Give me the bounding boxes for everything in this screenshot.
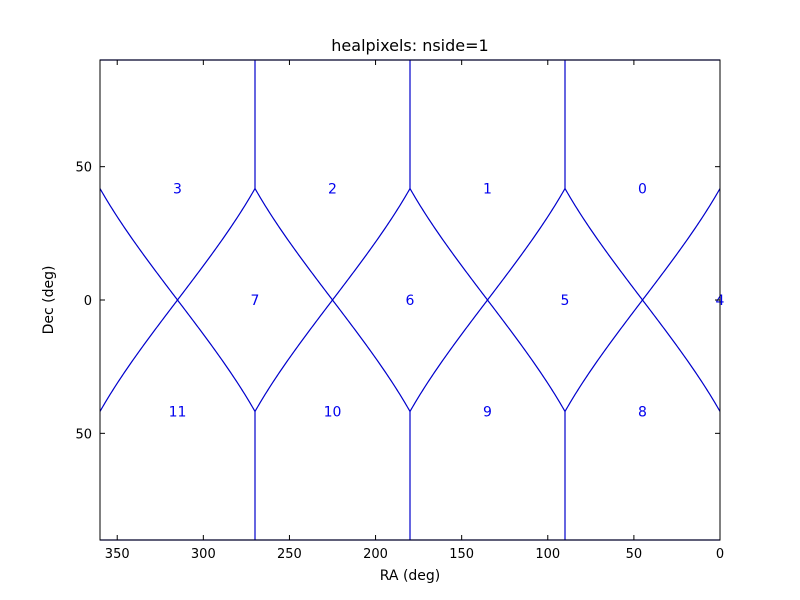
y-tick-label: 50 [75,427,92,442]
x-tick-label: 100 [535,547,560,562]
x-tick-label: 300 [191,547,216,562]
boundary-curve [332,188,411,301]
x-tick-label: 350 [105,547,130,562]
pixel-label: 1 [483,182,492,198]
pixel-label: 0 [638,182,647,198]
pixel-label: 3 [173,182,182,198]
boundary-curve [99,299,178,412]
x-tick-label: 200 [363,547,388,562]
chart-title: healpixels: nside=1 [331,36,488,55]
boundary-curve [99,188,178,301]
pixel-label: 7 [251,293,260,309]
x-tick-label: 150 [449,547,474,562]
boundary-curve [564,299,643,412]
y-tick-label: 0 [84,294,92,309]
y-tick-label: 50 [75,161,92,176]
y-axis-label: Dec (deg) [41,266,57,335]
x-axis-label: RA (deg) [380,568,441,584]
boundary-curve [487,299,566,412]
boundary-curve [409,299,488,412]
x-tick-label: 250 [277,547,302,562]
boundary-curve [409,188,488,301]
pixel-label: 10 [324,404,342,420]
pixel-label: 5 [561,293,570,309]
pixel-label: 2 [328,182,337,198]
boundary-curve [332,299,411,412]
boundary-curve [254,299,333,412]
pixel-label: 11 [169,404,187,420]
boundary-curve [564,188,643,301]
boundary-curve [177,299,256,412]
pixel-label: 8 [638,404,647,420]
boundary-curve [177,188,256,301]
pixel-label: 6 [406,293,415,309]
boundary-curve [254,188,333,301]
pixel-label: 9 [483,404,492,420]
x-tick-label: 50 [626,547,643,562]
boundary-curve [642,188,721,301]
boundary-curve [642,299,721,412]
x-tick-label: 0 [716,547,724,562]
boundary-curve [487,188,566,301]
